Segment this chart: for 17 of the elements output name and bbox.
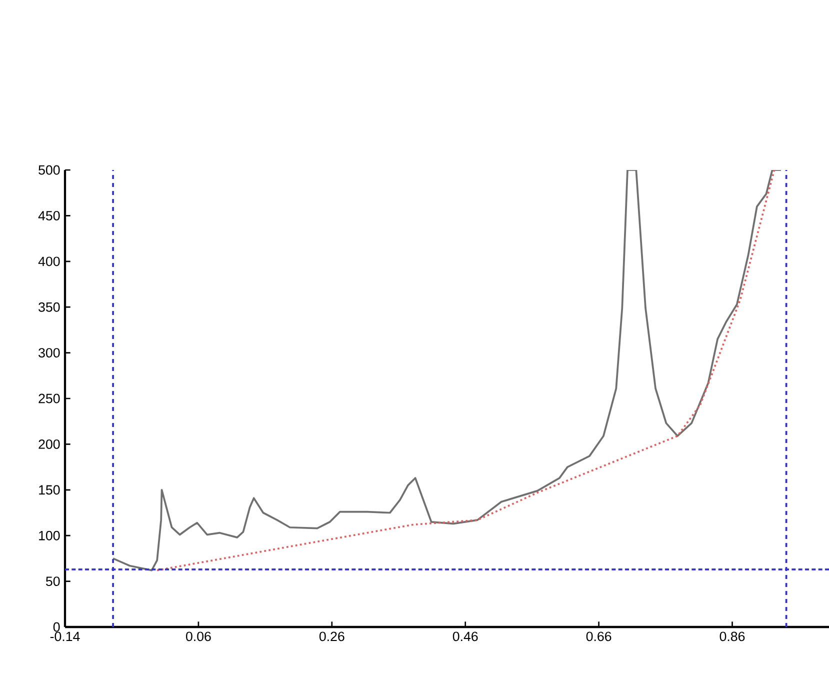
y-tick-label: 100 — [39, 530, 60, 540]
x-tick-label: 0.86 — [720, 632, 745, 642]
y-tick-label: 400 — [38, 256, 60, 266]
x-tick-label: 0.06 — [186, 632, 211, 642]
y-tick-label: 500 — [38, 165, 60, 175]
y-tick-label: 150 — [39, 485, 60, 495]
y-tick-label: 450 — [38, 210, 60, 220]
y-tick-label: 200 — [38, 439, 60, 449]
y-tick-label: 350 — [38, 302, 60, 312]
x-tick-label: -0.14 — [50, 632, 80, 642]
x-tick-label: 0.46 — [452, 632, 478, 642]
y-tick-label: 50 — [46, 576, 60, 586]
y-tick-label: 300 — [38, 348, 60, 358]
y-tick-label: 0 — [53, 622, 60, 632]
y-tick-label: 250 — [38, 394, 60, 404]
x-tick-label: 0.26 — [319, 632, 344, 642]
x-tick-label: 0.66 — [586, 632, 612, 642]
